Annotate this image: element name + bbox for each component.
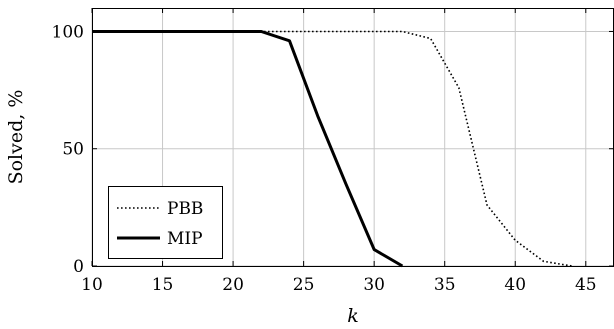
y-tick-label-100: 100	[52, 22, 84, 42]
series-line-mip	[92, 30, 404, 268]
x-tick-label-35: 35	[434, 275, 456, 295]
tick-marks	[91, 8, 614, 267]
x-tick-label-15: 15	[152, 275, 174, 295]
x-tick-label-25: 25	[293, 275, 315, 295]
x-tick-label-20: 20	[222, 275, 244, 295]
series-lines	[92, 30, 572, 268]
legend-label-pbb: PBB	[167, 199, 203, 219]
legend-label-mip: MIP	[167, 229, 203, 249]
legend-box	[108, 186, 223, 259]
x-tick-label-10: 10	[81, 275, 103, 295]
x-axis-label: k	[347, 305, 359, 327]
x-tick-label-30: 30	[363, 275, 385, 295]
tick-labels: 10 15 20 25 30 35 40 45 0 50 100	[52, 22, 597, 295]
y-axis-label: Solved, %	[5, 90, 27, 185]
y-tick-label-50: 50	[62, 140, 84, 160]
x-tick-label-40: 40	[504, 275, 526, 295]
x-tick-label-45: 45	[575, 275, 597, 295]
legend: PBB MIP	[108, 186, 223, 259]
series-line-pbb	[92, 30, 572, 267]
y-tick-label-0: 0	[73, 257, 84, 277]
